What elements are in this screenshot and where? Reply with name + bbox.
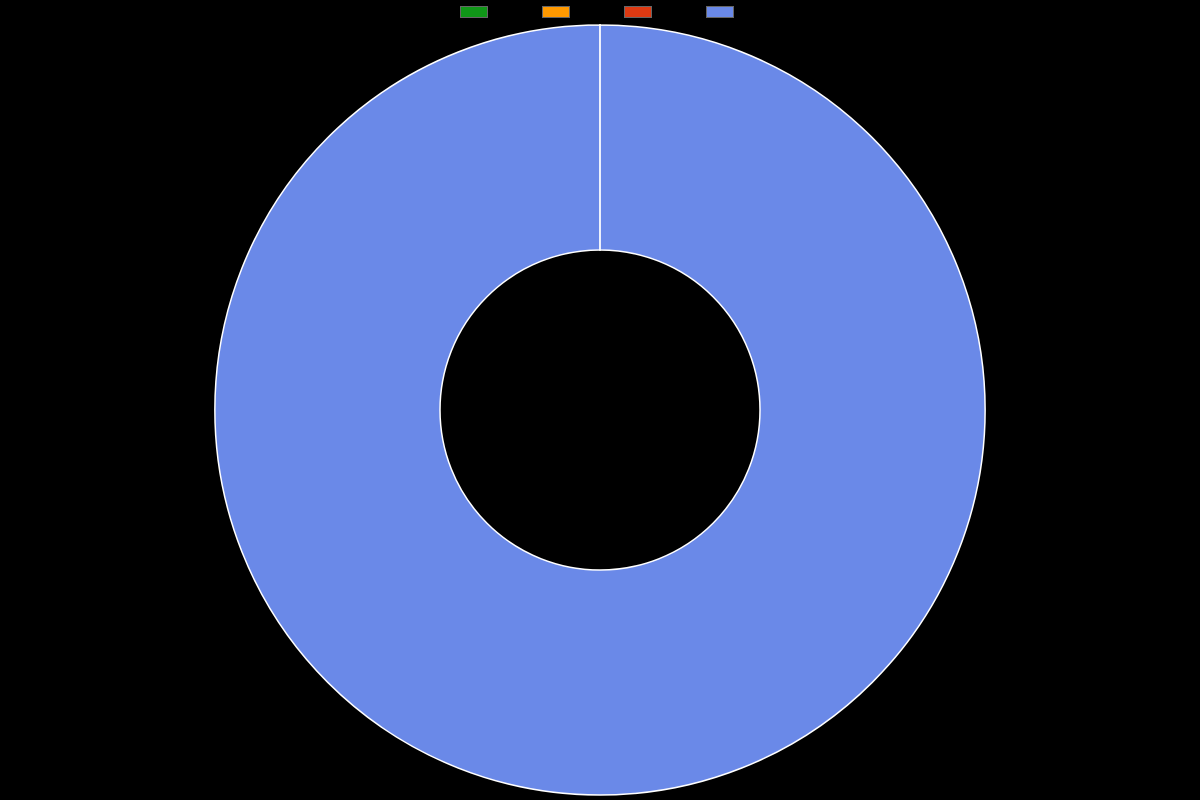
donut-chart [0, 0, 1200, 800]
donut-svg [0, 0, 1200, 800]
chart-container [0, 0, 1200, 800]
